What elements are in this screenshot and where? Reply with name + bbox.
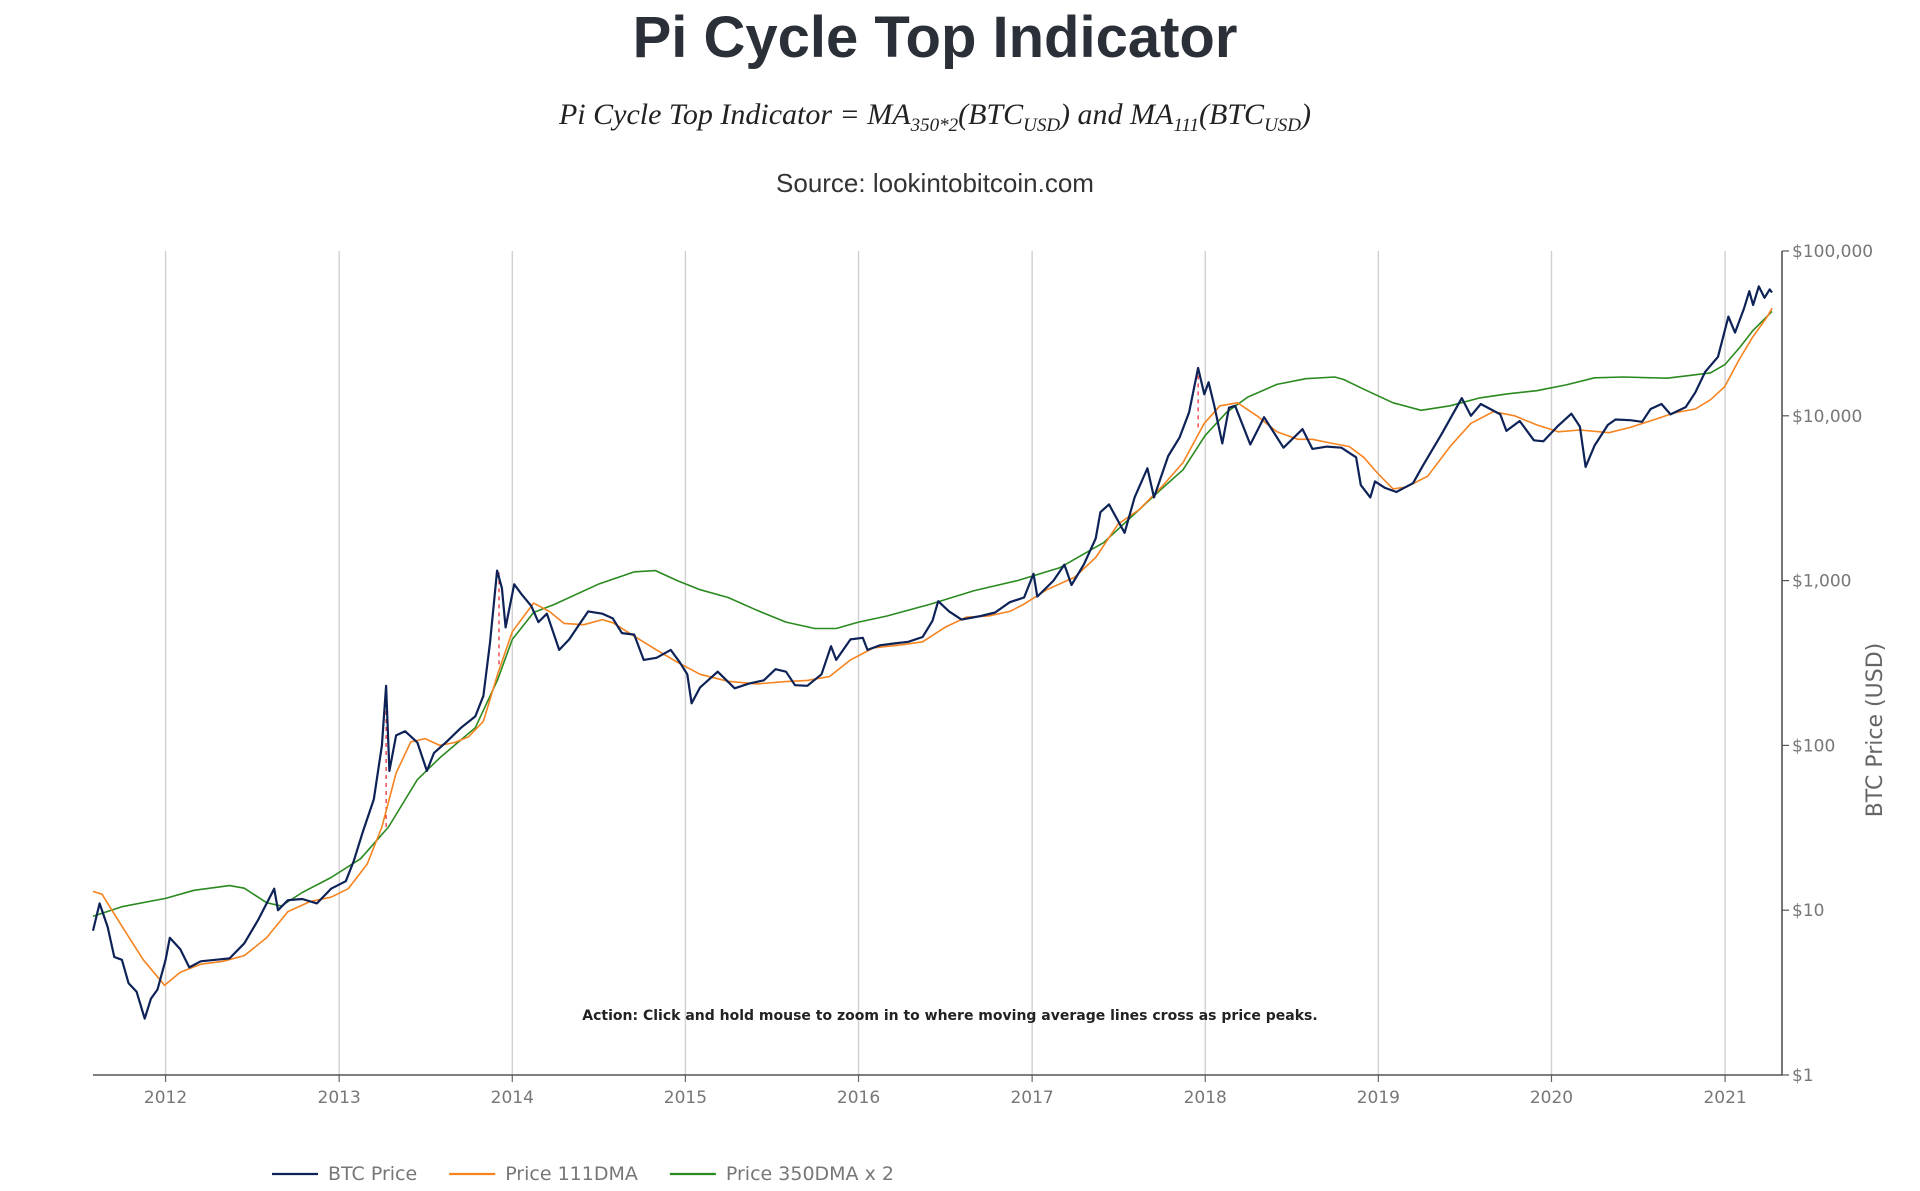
formula-subscript: USD xyxy=(1023,115,1061,136)
legend-item-label: BTC Price xyxy=(328,1163,417,1185)
series-line-3 xyxy=(92,310,1773,917)
legend[interactable]: BTC Price Price 111DMA Price 350DMA x 2 xyxy=(272,1163,894,1185)
source-credit: Source: lookintobitcoin.com xyxy=(776,168,1094,198)
x-tick-label: 2017 xyxy=(1010,1088,1053,1108)
formula-part: ) and MA xyxy=(1060,98,1174,131)
series-line-2 xyxy=(92,307,1773,987)
formula-part: (BTC xyxy=(958,98,1024,131)
crossing-markers xyxy=(385,368,1199,827)
formula-part: Pi Cycle Top Indicator = MA xyxy=(558,98,911,131)
grid-lines xyxy=(164,251,1726,1075)
x-tick-label: 2014 xyxy=(491,1088,534,1108)
series-lines xyxy=(91,285,1773,1020)
formula-subscript: USD xyxy=(1264,115,1302,136)
formula-subtitle: Pi Cycle Top Indicator = MA350*2(BTCUSD)… xyxy=(0,98,1870,137)
y-tick-label: $1 xyxy=(1792,1066,1814,1086)
axes: 2012 2013 2014 2015 2016 2017 2018 2019 2020 2021… xyxy=(93,242,1873,1108)
legend-item-label: Price 350DMA x 2 xyxy=(726,1163,894,1185)
y-tick-label: $100,000 xyxy=(1792,242,1873,262)
y-tick-label: $1,000 xyxy=(1792,572,1851,592)
legend-item-label: Price 111DMA xyxy=(505,1163,638,1185)
formula-part: (BTC xyxy=(1199,98,1265,131)
x-tick-label: 2021 xyxy=(1703,1088,1746,1108)
x-tick-label: 2012 xyxy=(144,1088,187,1108)
page-title: Pi Cycle Top Indicator xyxy=(632,5,1238,70)
x-tick-label: 2020 xyxy=(1530,1088,1573,1108)
formula-part: ) xyxy=(1301,98,1312,131)
formula-subscript: 350*2 xyxy=(910,115,959,136)
x-tick-label: 2015 xyxy=(664,1088,707,1108)
formula-subscript: 111 xyxy=(1173,115,1200,136)
y-tick-label: $10 xyxy=(1792,901,1824,921)
x-tick-label: 2013 xyxy=(318,1088,361,1108)
series-line-1 xyxy=(91,285,1773,1020)
chart-annotation: Action: Click and hold mouse to zoom in … xyxy=(582,1008,1317,1024)
x-tick-label: 2016 xyxy=(837,1088,880,1108)
x-tick-label: 2018 xyxy=(1184,1088,1227,1108)
y-tick-label: $10,000 xyxy=(1792,407,1862,427)
x-tick-label: 2019 xyxy=(1357,1088,1400,1108)
y-tick-label: $100 xyxy=(1792,736,1835,756)
y-axis-label: BTC Price (USD) xyxy=(1863,643,1888,817)
